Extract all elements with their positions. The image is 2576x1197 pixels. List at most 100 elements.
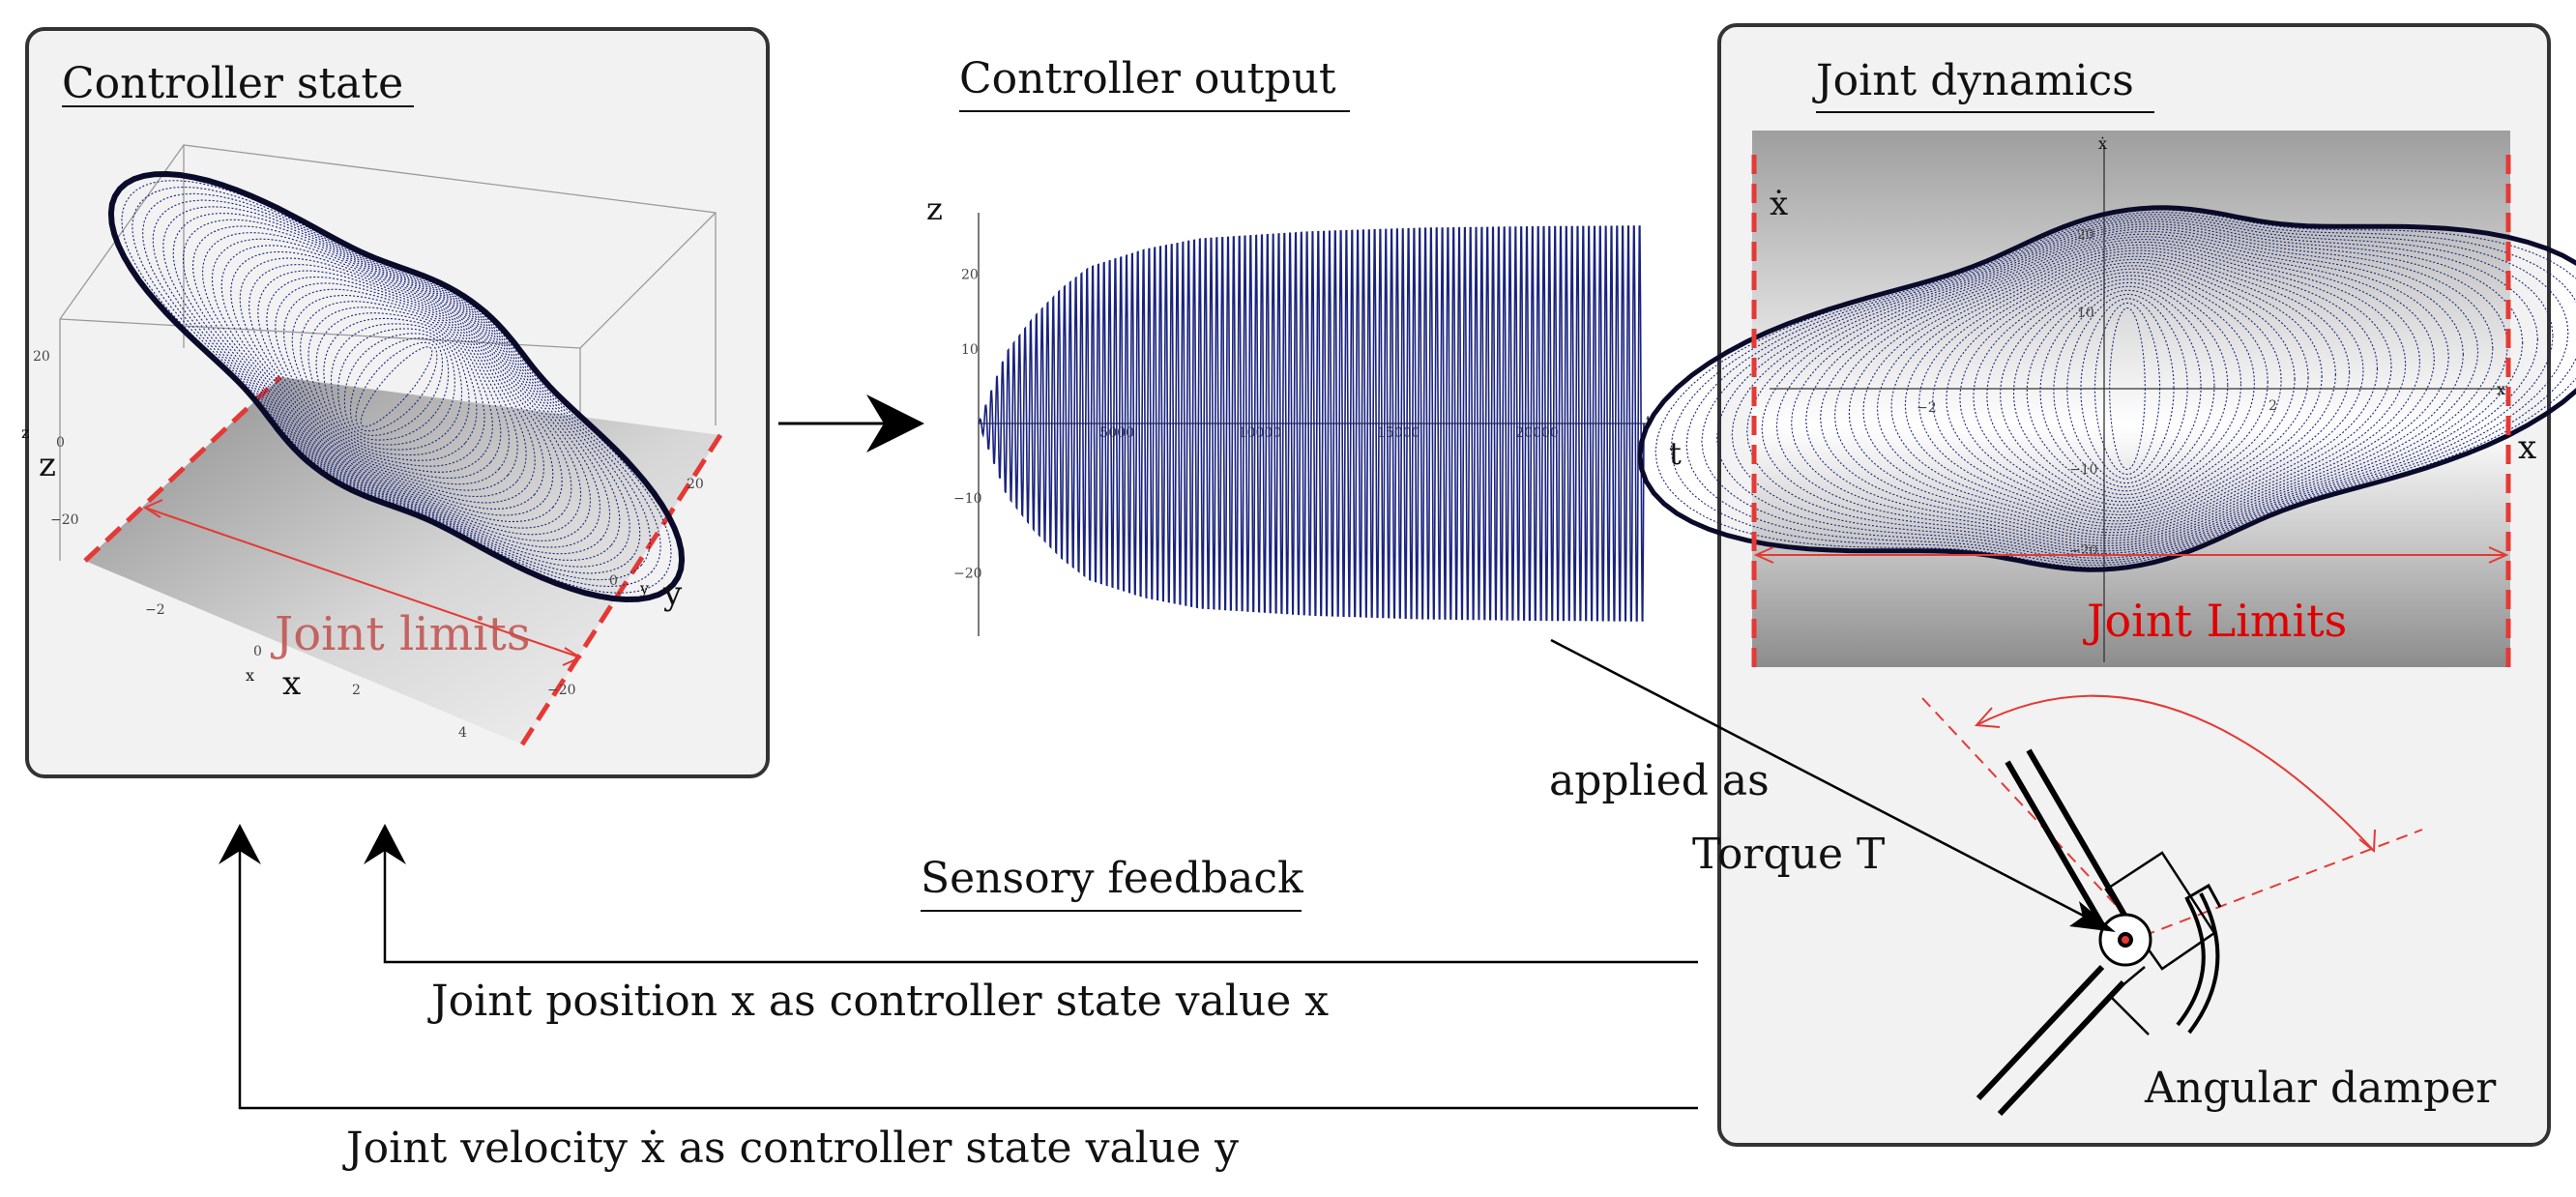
x-tick-0: 0 (253, 644, 262, 659)
trajectory-ring (1637, 205, 2576, 572)
velocity-feedback-text: Joint velocity ẋ as controller state val… (342, 1124, 1239, 1173)
trajectory-ring (1862, 244, 2392, 534)
trajectory-ring (1775, 228, 2479, 549)
x-axis-label: x (2518, 428, 2536, 467)
velocity-feedback-line (238, 837, 1698, 1110)
trajectory-ring (323, 317, 470, 456)
output-y-tick-minus20: −20 (953, 566, 982, 581)
span-arrow-left-icon (142, 499, 163, 518)
span-arrow-right-icon (562, 647, 583, 666)
trajectory-ring (1833, 239, 2421, 539)
trajectory-ring (172, 213, 621, 561)
trajectory-ring (1791, 230, 2464, 547)
z-axis-small-label: z (21, 423, 29, 442)
trajectory-ring (330, 323, 463, 451)
trajectory-ring (1848, 241, 2407, 537)
trajectory-ring (201, 232, 592, 541)
joint-dynamics-title: Joint dynamics (1812, 56, 2134, 105)
trajectory-ring (2080, 298, 2175, 480)
y-axis-small-label: y (639, 579, 649, 598)
t-axis-label: t (1669, 435, 1682, 472)
output-z-label: z (926, 190, 943, 227)
trajectory-ring (2093, 302, 2161, 476)
z-axis-label: z (39, 446, 56, 484)
trajectory-ring (182, 219, 611, 555)
trajectory-ring (107, 170, 686, 603)
trajectory-ring (1746, 223, 2508, 554)
y-tick-20: 20 (687, 477, 704, 492)
arrow-up-icon (219, 824, 261, 864)
span-arrow-left-icon (1753, 546, 1774, 564)
trajectory-ring (1716, 219, 2538, 559)
trajectory-ring (1805, 233, 2449, 544)
trajectory-ring (275, 282, 518, 491)
phase-y-tick-10: 10 (2077, 306, 2094, 321)
sensory-feedback-title: Sensory feedback (921, 854, 1303, 903)
y-tick-minus20: −20 (547, 683, 576, 698)
trajectory-ring (337, 328, 455, 446)
trajectory-ring (1685, 214, 2569, 564)
trajectory-ring (349, 337, 444, 436)
x-small-label: x (2497, 380, 2505, 398)
trajectory-ring (300, 301, 493, 473)
phase-y-tick-minus10: −10 (2069, 462, 2098, 478)
controller-output-title: Controller output (959, 54, 1336, 103)
output-y-tick-20: 20 (961, 268, 979, 283)
span-arrow-right-icon (2488, 546, 2509, 564)
torque-arrow-head-icon (2069, 901, 2116, 932)
trajectory-ring (230, 250, 563, 523)
trajectory-ring (1918, 255, 2336, 522)
joint-limit-span-line (144, 507, 581, 658)
joint-link-icon (2005, 760, 2107, 930)
joint-limits-label-right: Joint Limits (2083, 595, 2347, 647)
controller-output-chart: Controller output z t t 20 10 −10 −20 50… (926, 54, 1682, 636)
z-tick-20: 20 (33, 349, 50, 365)
torque-arrow-line (1550, 638, 2101, 926)
trajectory-ring (220, 245, 572, 529)
position-feedback-text: Joint position x as controller state val… (427, 977, 1329, 1026)
arrow-up-icon (364, 824, 406, 864)
joint-limit-right-line (519, 433, 723, 746)
trajectory-ring (1946, 261, 2309, 516)
angular-damper-icon (1921, 694, 2423, 1117)
phase-x-tick-minus2: −2 (1917, 400, 1937, 416)
trajectory-ring (283, 288, 510, 485)
torque-label-line2: Torque T (1692, 830, 1885, 879)
trajectory-ring (343, 333, 450, 441)
trajectory-ring (1890, 249, 2364, 528)
phase-x-tick-2: 2 (2269, 398, 2277, 414)
trajectory-ring (266, 276, 527, 498)
controller-output-series-line (978, 225, 1645, 622)
x-axis-small-label: x (246, 666, 254, 685)
output-y-tick-minus10: −10 (953, 491, 982, 507)
joint-limit-left-line (83, 375, 282, 563)
torque-label-line1: applied as (1549, 756, 1770, 805)
controller-state-panel: Controller state z z 20 0 −20 −2 0 2 4 (21, 27, 770, 778)
joint-limits-label-left: Joint limits (270, 607, 530, 661)
x-tick-2: 2 (352, 683, 361, 698)
trajectory-ring (162, 206, 630, 568)
joint-dynamics-panel: Joint dynamics ẋ ẋ x x −2 2 20 10 −10 −2… (1637, 23, 2576, 1147)
trajectory-ring (1904, 252, 2351, 525)
trajectory-ring (2109, 307, 2146, 471)
trajectory-ring (355, 341, 438, 432)
trajectory-ring (2000, 275, 2255, 503)
trajectory-ring (1876, 247, 2379, 531)
trajectory-ring (1761, 225, 2494, 552)
trajectory-ring (211, 238, 582, 536)
position-feedback-line (383, 837, 1698, 964)
z-tick-0: 0 (56, 435, 65, 451)
x-tick-4: 4 (458, 725, 467, 741)
controller-state-trajectory (107, 170, 686, 603)
trajectory-ring (1731, 220, 2524, 557)
x-tick-minus2: −2 (145, 602, 165, 618)
trajectory-ring (315, 312, 478, 461)
trajectory-ring (142, 192, 651, 581)
trajectory-ring (1820, 236, 2435, 541)
trajectory-ring (1959, 265, 2296, 512)
joint-dynamics-trajectory (1637, 205, 2576, 572)
y-axis-label: y (662, 574, 683, 613)
xdot-small-label: ẋ (2098, 134, 2107, 153)
phase-y-tick-20: 20 (2077, 227, 2094, 243)
